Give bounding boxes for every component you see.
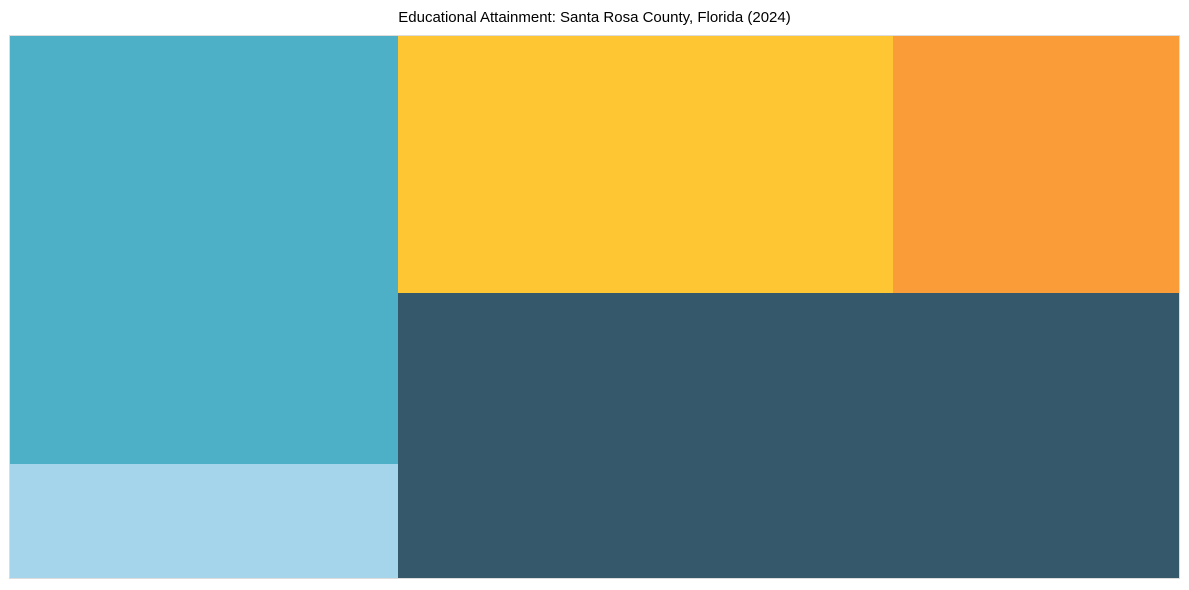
treemap-plot-area bbox=[9, 35, 1180, 579]
chart-title: Educational Attainment: Santa Rosa Count… bbox=[398, 9, 791, 26]
treemap-cell-orange bbox=[892, 36, 1179, 294]
treemap-cell-darkslate bbox=[398, 293, 1179, 578]
treemap-cell-yellow bbox=[398, 36, 893, 294]
treemap-cell-lightblue bbox=[10, 464, 399, 578]
treemap-cell-teal bbox=[10, 36, 399, 465]
